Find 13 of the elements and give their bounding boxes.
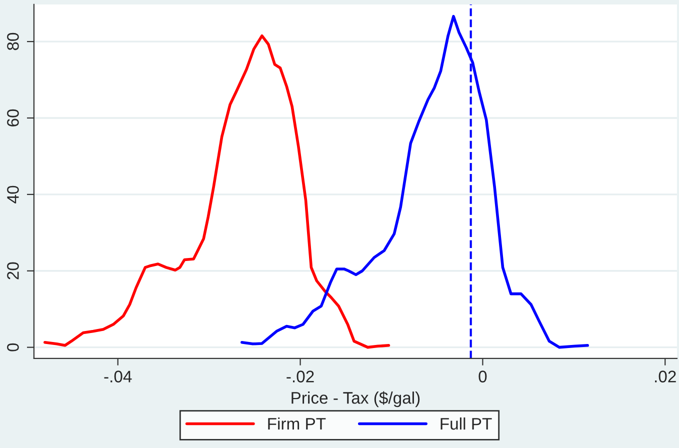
x-tick-label: .02 — [655, 370, 676, 382]
y-tick-label: 0 — [7, 343, 19, 352]
y-tick-label: 80 — [7, 32, 19, 50]
y-tick-label: 40 — [7, 186, 19, 204]
y-tick-label: 60 — [7, 109, 19, 126]
x-axis-title: Price - Tax ($/gal) — [292, 391, 420, 408]
x-tick-label: -.02 — [286, 370, 314, 382]
x-tick-label: -.04 — [104, 370, 132, 382]
x-tick-label: 0 — [478, 370, 487, 382]
legend-label: Firm PT — [268, 417, 326, 430]
legend-label: Full PT — [440, 417, 492, 430]
line-series — [44, 34, 390, 349]
y-tick-label: 20 — [7, 262, 19, 280]
